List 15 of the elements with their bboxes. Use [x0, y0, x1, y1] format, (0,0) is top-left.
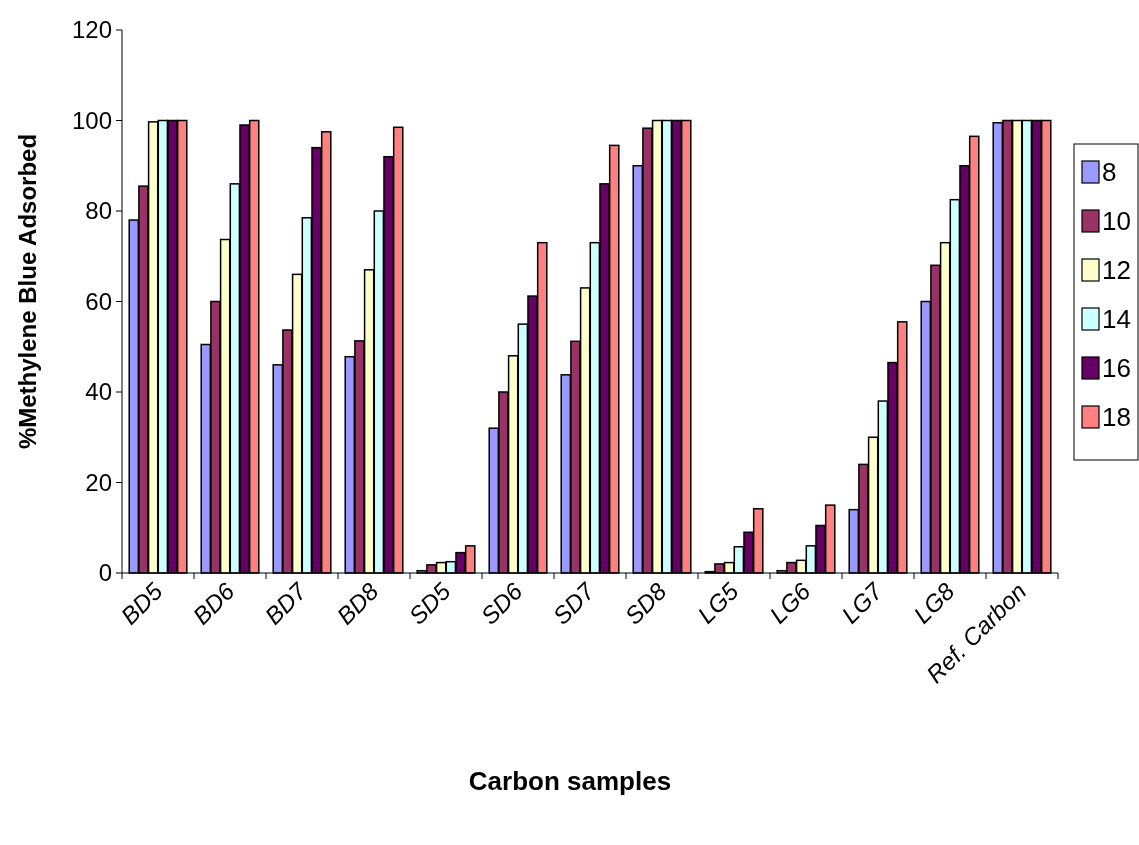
y-tick-label: 20: [85, 468, 112, 496]
legend-label: 12: [1102, 255, 1131, 286]
legend-label: 18: [1102, 402, 1131, 433]
y-tick-label: 120: [71, 16, 112, 44]
y-tick-label: 40: [85, 378, 112, 406]
y-axis-title: %Methylene Blue Adsorbed: [14, 133, 41, 450]
y-tick-label: 0: [98, 559, 112, 587]
y-tick-label: 100: [71, 106, 112, 134]
legend-label: 14: [1102, 304, 1131, 335]
y-tick-label: 60: [85, 287, 112, 315]
legend-label: 8: [1102, 157, 1117, 188]
legend-label: 10: [1102, 206, 1131, 237]
x-axis-title: Carbon samples: [468, 766, 672, 796]
y-tick-label: 80: [85, 197, 112, 225]
legend-label: 16: [1102, 353, 1131, 384]
